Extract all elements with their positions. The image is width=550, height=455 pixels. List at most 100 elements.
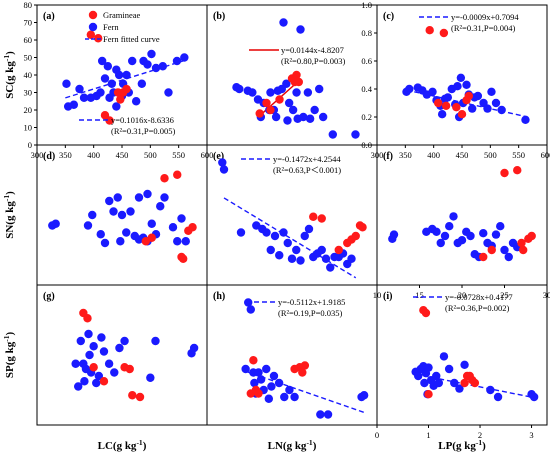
panel-h: (h) y=-0.5112x+1.9185(R²=0.19,P=0.035) [206,284,378,426]
fern-point [440,231,450,241]
fern-point [444,364,454,374]
fern-point [74,382,83,391]
fern-point [443,93,453,102]
y-tick-label: 0.6 [361,56,372,66]
x-tick-label: 25 [500,290,509,300]
gramineae-point [266,105,275,115]
gramineae-point [86,30,96,39]
fern-point [271,112,281,122]
fern-point [405,84,414,94]
fern-point [143,60,152,69]
fern-point [235,84,244,94]
gramineae-point [513,166,522,175]
fern-point [491,230,501,239]
y-tick-label: 0 [28,140,32,150]
fern-point [158,62,167,71]
fern-point [323,410,333,419]
fern-point [168,223,178,232]
fern-point [96,230,105,239]
fern-point [266,245,275,255]
fern-point [351,130,360,139]
gramineae-point [434,98,443,108]
fern-point [434,378,444,388]
fern-point [143,189,152,199]
fern-point [439,352,449,361]
fern-point [468,104,477,113]
fit-equation: y=-0.0009x+0.7094 [451,12,519,22]
fern-point [116,237,125,246]
fern-point [120,336,129,346]
fern-point [326,263,335,272]
fern-point [284,98,294,108]
x-tick-label: 500 [484,150,497,160]
fern-point [287,254,297,263]
fern-point [75,84,84,94]
gramineae-point [500,168,509,178]
x-tick-label: 3 [529,430,533,440]
fern-point [436,238,445,248]
gramineae-point [294,77,303,87]
panel-b: (b) y=0.0144x-4.8207(R²=0.80,P=0.003) [206,4,378,146]
fit-stats: (R²=0.36,P=0.002) [445,303,509,313]
fern-point [128,56,137,66]
fern-point [466,231,475,241]
fern-point [316,410,325,419]
x-axis-title: LC(g kg-1) [98,438,147,452]
fern-point [51,219,60,228]
fern-point [177,214,186,223]
fern-point [299,112,308,122]
gramineae-point [517,238,526,248]
fern-point [264,394,274,403]
fern-point [420,378,429,388]
fern-point [479,229,488,238]
fern-point [218,158,227,167]
fern-point [219,165,229,174]
y-tick-label: 0.2 [361,112,372,122]
fern-point [109,207,118,216]
panel-frame [36,284,208,426]
fern-point [269,371,279,381]
fern-point [180,53,189,62]
legend-gramineae-marker [88,10,98,20]
x-axis-title: LN(g kg-1) [268,438,317,452]
fern-point [456,73,466,83]
fern-point [151,63,161,73]
fern-point [79,93,89,102]
fern-point [280,392,289,402]
fern-point [248,88,257,97]
panel-i: (i) 0 1 2 3 y=-0.0728x+0.4177(R²=0.36,P=0.002… [375,284,548,440]
fern-point [100,238,110,248]
fern-point [80,377,89,386]
fern-point [270,231,280,241]
fern-point [262,364,271,374]
fern-point [104,359,114,368]
fern-point [274,378,284,388]
y-tick-label: 0.8 [361,28,372,38]
gramineae-point [460,378,469,388]
legend-fern-marker [88,22,98,32]
fern-point [147,219,156,228]
gramineae-point [116,95,125,104]
fern-point [131,97,141,106]
x-tick-label: 600 [541,150,550,160]
gramineae-point [135,392,145,402]
gramineae-point [160,174,169,183]
gramineae-point [179,254,188,263]
fern-point [450,378,459,388]
fern-point [453,82,462,91]
fit-equation: y=0.1016x-8.6336 [111,115,174,125]
fern-point [164,88,173,97]
fern-point [103,62,113,71]
gramineae-point [125,364,134,374]
fern-point [414,371,423,381]
fern-point [241,364,250,374]
fern-point [266,88,275,97]
panel-e: (e) y=-0.1472x+4.2544(R²=0.63,P＜0.001) [206,144,378,286]
y-tick-label: 0.0 [361,140,372,150]
gramineae-point [441,101,451,111]
fern-point [437,110,447,119]
fern-point [189,343,199,353]
fern-point [529,392,539,402]
